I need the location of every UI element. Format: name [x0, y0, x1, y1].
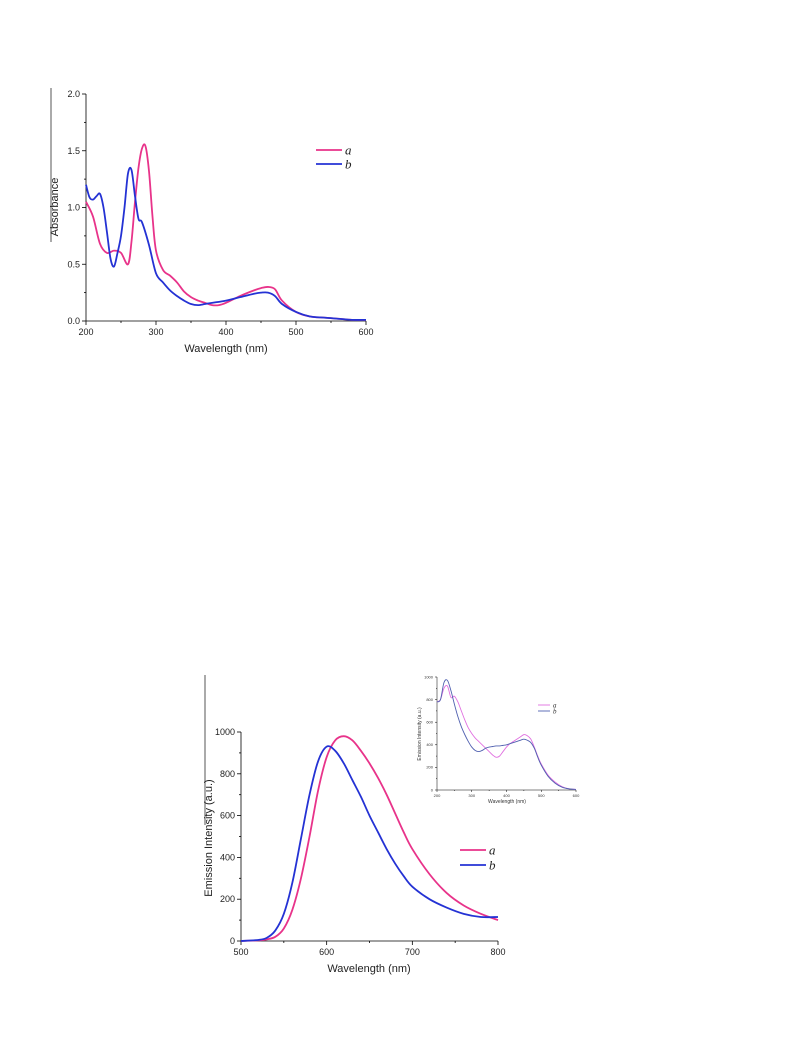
y-tick-label: 600	[426, 720, 433, 725]
y-tick-label: 0.5	[67, 259, 80, 269]
emission-x-axis-title: Wavelength (nm)	[327, 963, 410, 975]
y-tick-label: 800	[220, 769, 235, 779]
absorbance-y-axis-title: Absorbance	[49, 178, 61, 237]
y-tick-label: 200	[220, 894, 235, 904]
x-tick-label: 300	[468, 793, 475, 798]
x-tick-label: 500	[538, 793, 545, 798]
inset-x-axis-title: Wavelength (nm)	[488, 799, 526, 805]
legend-label-b: b	[489, 857, 496, 872]
y-tick-label: 400	[220, 852, 235, 862]
x-tick-label: 400	[503, 793, 510, 798]
y-tick-label: 400	[426, 742, 433, 747]
y-tick-label: 1.5	[67, 146, 80, 156]
y-tick-label: 0	[230, 936, 235, 946]
absorbance-legend: ab	[316, 142, 352, 171]
x-tick-label: 600	[319, 947, 334, 957]
x-tick-label: 600	[358, 327, 373, 337]
x-tick-label: 500	[233, 947, 248, 957]
legend-label-b: b	[553, 707, 557, 715]
legend-label-b: b	[345, 156, 352, 171]
y-tick-label: 1.0	[67, 203, 80, 213]
x-tick-label: 800	[490, 947, 505, 957]
x-tick-label: 200	[78, 327, 93, 337]
y-tick-label: 0	[431, 787, 434, 792]
legend-label-a: a	[489, 842, 496, 857]
absorbance-axes: 200 300 400 500 600 0.0 0.5 1.0 1.5 2.0	[67, 89, 373, 337]
inset-y-axis-title: Emission Intensity (a.u.)	[417, 707, 423, 761]
emission-y-axis-title: Emission Intensity (a.u.)	[203, 779, 215, 896]
absorbance-series	[85, 143, 367, 321]
x-tick-label: 700	[405, 947, 420, 957]
x-tick-label: 600	[573, 793, 580, 798]
y-tick-label: 0.0	[67, 316, 80, 326]
series-line-b	[436, 679, 577, 790]
legend-label-a: a	[553, 701, 557, 709]
emission-series	[240, 735, 499, 942]
y-tick-label: 200	[426, 765, 433, 770]
y-tick-label: 2.0	[67, 89, 80, 99]
series-line-a	[85, 143, 367, 321]
legend-label-a: a	[345, 142, 352, 157]
x-tick-label: 200	[434, 793, 441, 798]
inset-legend: ab	[538, 701, 557, 715]
emission-legend: ab	[460, 842, 496, 872]
absorbance-x-axis-title: Wavelength (nm)	[184, 343, 267, 355]
y-tick-label: 800	[426, 697, 433, 702]
y-tick-label: 1000	[215, 727, 235, 737]
x-tick-label: 400	[218, 327, 233, 337]
series-line-b	[240, 745, 499, 942]
absorbance-chart: 200 300 400 500 600 0.0 0.5 1.0 1.5 2.0 ab Wavele…	[49, 88, 374, 355]
y-tick-label: 1000	[424, 674, 434, 679]
series-line-a	[240, 735, 499, 942]
x-tick-label: 300	[148, 327, 163, 337]
x-tick-label: 500	[288, 327, 303, 337]
inset-series	[436, 679, 577, 790]
series-line-b	[85, 166, 367, 321]
y-tick-label: 600	[220, 811, 235, 821]
